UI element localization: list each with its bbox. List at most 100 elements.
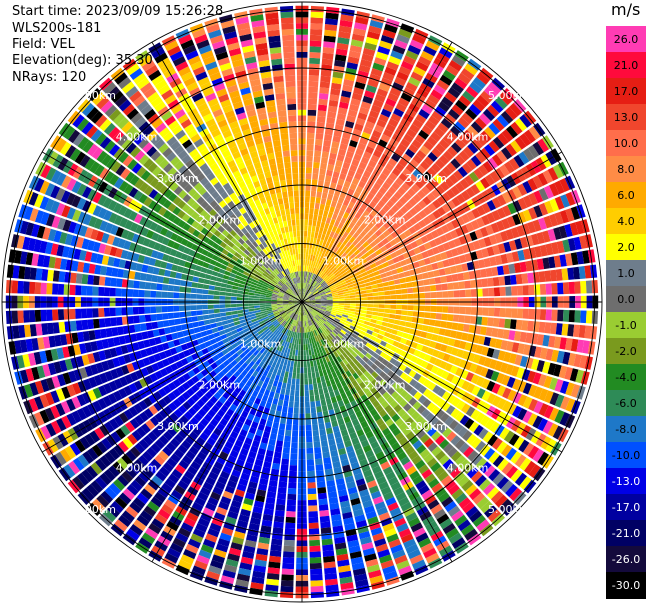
velocity-gate xyxy=(425,264,433,272)
velocity-gate xyxy=(329,286,336,291)
velocity-gate xyxy=(145,322,153,331)
velocity-gate xyxy=(442,259,450,268)
velocity-gate xyxy=(427,213,437,222)
velocity-gate xyxy=(385,418,394,427)
velocity-gate xyxy=(352,372,360,380)
velocity-gate xyxy=(337,324,343,330)
velocity-gate xyxy=(408,347,416,355)
velocity-gate xyxy=(405,178,415,188)
velocity-gate xyxy=(308,511,318,518)
velocity-gate xyxy=(436,196,446,206)
velocity-gate xyxy=(473,168,484,180)
velocity-gate xyxy=(349,103,360,112)
velocity-gate xyxy=(40,282,47,295)
velocity-gate xyxy=(485,224,494,236)
velocity-gate xyxy=(338,305,345,308)
velocity-gate xyxy=(412,118,424,129)
velocity-gate xyxy=(324,261,330,267)
velocity-gate xyxy=(319,428,326,436)
velocity-gate xyxy=(360,313,367,317)
velocity-gate xyxy=(475,180,486,192)
velocity-gate xyxy=(310,29,323,36)
velocity-gate xyxy=(57,283,65,295)
velocity-gate xyxy=(512,392,522,404)
velocity-gate xyxy=(343,309,350,313)
velocity-gate xyxy=(465,108,478,120)
velocity-gate xyxy=(362,210,370,218)
velocity-gate xyxy=(310,366,315,373)
velocity-gate xyxy=(396,218,404,227)
velocity-gate xyxy=(548,256,556,269)
velocity-gate xyxy=(335,316,342,321)
velocity-gate xyxy=(344,303,351,306)
velocity-gate xyxy=(306,436,313,443)
velocity-gate xyxy=(75,285,82,296)
velocity-gate xyxy=(297,332,300,339)
velocity-gate xyxy=(317,313,323,318)
velocity-gate xyxy=(348,313,355,318)
velocity-gate xyxy=(449,265,457,274)
velocity-gate xyxy=(437,170,448,181)
velocity-gate xyxy=(265,304,272,307)
velocity-gate xyxy=(478,238,487,249)
velocity-gate xyxy=(305,196,310,203)
velocity-gate xyxy=(322,315,329,320)
velocity-gate xyxy=(335,285,342,290)
velocity-gate xyxy=(304,213,309,220)
velocity-gate xyxy=(437,470,449,482)
velocity-gate xyxy=(486,393,497,404)
velocity-gate xyxy=(313,292,320,297)
velocity-gate xyxy=(471,385,481,396)
velocity-gate xyxy=(298,344,301,351)
velocity-gate xyxy=(317,232,322,240)
velocity-gate xyxy=(475,249,484,259)
velocity-gate xyxy=(416,273,423,281)
velocity-gate xyxy=(304,225,308,231)
velocity-gate xyxy=(441,203,451,213)
velocity-gate xyxy=(344,248,351,255)
velocity-gate xyxy=(167,292,174,299)
velocity-gate xyxy=(202,309,209,315)
velocity-gate xyxy=(104,317,112,327)
velocity-gate xyxy=(375,144,385,153)
velocity-gate xyxy=(533,400,544,414)
velocity-gate xyxy=(307,465,315,472)
velocity-gate xyxy=(574,281,581,294)
velocity-gate xyxy=(435,284,442,291)
velocity-gate xyxy=(331,289,338,294)
velocity-gate xyxy=(17,280,24,294)
velocity-gate xyxy=(394,261,402,269)
velocity-gate xyxy=(314,295,321,299)
velocity-gate xyxy=(375,348,383,356)
velocity-gate xyxy=(442,353,451,362)
velocity-gate xyxy=(416,405,426,415)
velocity-gate xyxy=(465,86,479,98)
velocity-gate xyxy=(538,202,549,216)
velocity-gate xyxy=(204,324,212,330)
velocity-gate xyxy=(17,310,24,324)
velocity-gate xyxy=(527,320,534,332)
velocity-gate xyxy=(431,163,441,173)
velocity-gate xyxy=(319,309,326,313)
velocity-gate xyxy=(427,382,437,391)
velocity-gate xyxy=(388,437,398,446)
velocity-gate xyxy=(440,181,450,192)
velocity-gate xyxy=(457,166,468,178)
velocity-gate xyxy=(560,194,570,208)
velocity-gate xyxy=(431,188,441,199)
velocity-gate xyxy=(321,332,326,338)
velocity-gate xyxy=(360,287,367,291)
velocity-gate xyxy=(315,197,321,204)
velocity-gate xyxy=(551,349,559,362)
velocity-gate xyxy=(115,288,122,297)
velocity-gate xyxy=(305,344,309,350)
velocity-gate xyxy=(297,361,301,368)
velocity-gate xyxy=(551,242,559,255)
velocity-gate xyxy=(496,385,506,397)
velocity-gate xyxy=(29,281,36,294)
velocity-gate xyxy=(444,177,455,188)
velocity-gate xyxy=(398,422,408,432)
velocity-gate xyxy=(313,360,317,367)
velocity-gate xyxy=(363,378,371,386)
velocity-gate xyxy=(318,504,329,511)
